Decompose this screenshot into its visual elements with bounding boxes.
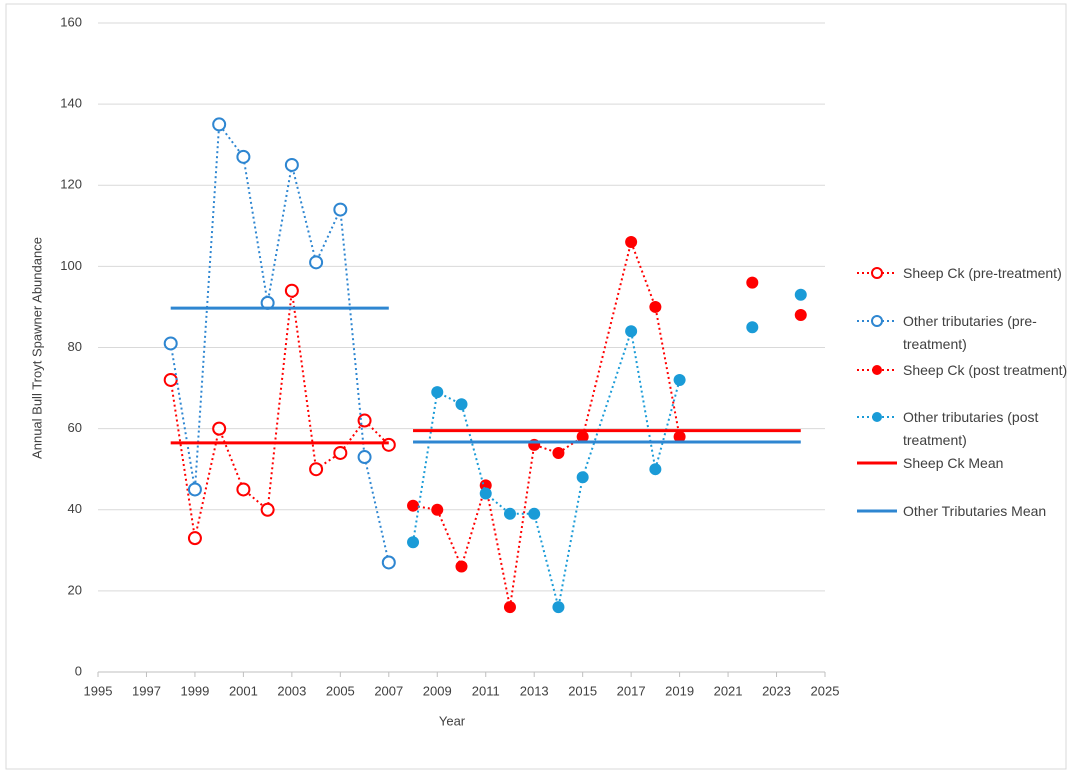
x-tick-label: 1995 — [84, 683, 113, 698]
marker — [479, 487, 492, 500]
marker — [794, 288, 807, 301]
legend-label: Other tributaries (post treatment) — [903, 409, 1039, 448]
marker — [746, 276, 759, 289]
marker — [333, 445, 348, 460]
marker — [236, 482, 251, 497]
marker — [576, 471, 589, 484]
marker — [649, 463, 662, 476]
marker — [649, 300, 662, 313]
marker — [407, 499, 420, 512]
legend-label: Sheep Ck Mean — [903, 455, 1004, 471]
x-tick-label: 2003 — [277, 683, 306, 698]
marker — [236, 149, 251, 164]
y-tick-label: 140 — [60, 96, 82, 111]
marker — [746, 321, 759, 334]
y-tick-label: 20 — [68, 582, 82, 597]
marker — [284, 283, 299, 298]
marker — [528, 507, 541, 520]
marker — [673, 373, 686, 386]
x-tick-label: 2015 — [568, 683, 597, 698]
y-tick-label: 100 — [60, 258, 82, 273]
marker — [381, 555, 396, 570]
x-axis-title: Year — [439, 713, 466, 728]
marker — [309, 462, 324, 477]
marker — [163, 336, 178, 351]
marker — [503, 507, 516, 520]
marker — [357, 413, 372, 428]
marker — [576, 430, 589, 443]
marker — [673, 430, 686, 443]
x-tick-label: 2023 — [762, 683, 791, 698]
series-line — [169, 121, 390, 563]
x-tick-label: 2021 — [714, 683, 743, 698]
legend-marker — [872, 365, 882, 375]
marker — [625, 236, 638, 249]
marker — [212, 117, 227, 132]
x-tick-label: 2019 — [665, 683, 694, 698]
y-tick-label: 60 — [68, 420, 82, 435]
legend-label: Other Tributaries Mean — [903, 503, 1047, 519]
marker — [212, 421, 227, 436]
series-line — [412, 238, 681, 608]
y-axis-title: Annual Bull Troyt Spawner Abundance — [29, 237, 44, 459]
legend-marker — [871, 267, 883, 279]
y-tick-label: 160 — [60, 14, 82, 29]
marker — [309, 255, 324, 270]
marker — [163, 372, 178, 387]
series-line — [412, 330, 681, 608]
legend-label: Sheep Ck (pre-treatment) — [903, 265, 1062, 281]
marker — [431, 503, 444, 516]
x-tick-label: 2017 — [617, 683, 646, 698]
x-tick-label: 2009 — [423, 683, 452, 698]
marker — [284, 157, 299, 172]
marker — [431, 386, 444, 399]
marker — [407, 536, 420, 549]
marker — [381, 437, 396, 452]
legend-label: Other tributaries (pre-treatment) — [903, 313, 1037, 352]
series-line — [169, 290, 390, 539]
marker — [455, 560, 468, 573]
chart-border — [5, 3, 1067, 770]
x-tick-label: 1999 — [180, 683, 209, 698]
y-tick-label: 80 — [68, 339, 82, 354]
marker — [625, 325, 638, 338]
legend-marker — [872, 412, 882, 422]
y-tick-label: 40 — [68, 501, 82, 516]
x-tick-label: 1997 — [132, 683, 161, 698]
y-tick-label: 0 — [75, 663, 82, 678]
marker — [552, 601, 565, 614]
marker — [794, 309, 807, 322]
y-tick-label: 120 — [60, 177, 82, 192]
x-tick-label: 2013 — [520, 683, 549, 698]
legend-label: Sheep Ck (post treatment) — [903, 362, 1068, 378]
marker — [552, 446, 565, 459]
x-tick-label: 2007 — [374, 683, 403, 698]
x-tick-label: 2025 — [811, 683, 840, 698]
marker — [187, 531, 202, 546]
x-tick-label: 2011 — [472, 683, 500, 698]
marker — [357, 450, 372, 465]
x-tick-label: 2005 — [326, 683, 355, 698]
x-tick-label: 2001 — [229, 683, 258, 698]
legend-marker — [871, 315, 883, 327]
marker — [260, 502, 275, 517]
marker — [187, 482, 202, 497]
marker — [503, 601, 516, 614]
marker — [455, 398, 468, 411]
marker — [333, 202, 348, 217]
